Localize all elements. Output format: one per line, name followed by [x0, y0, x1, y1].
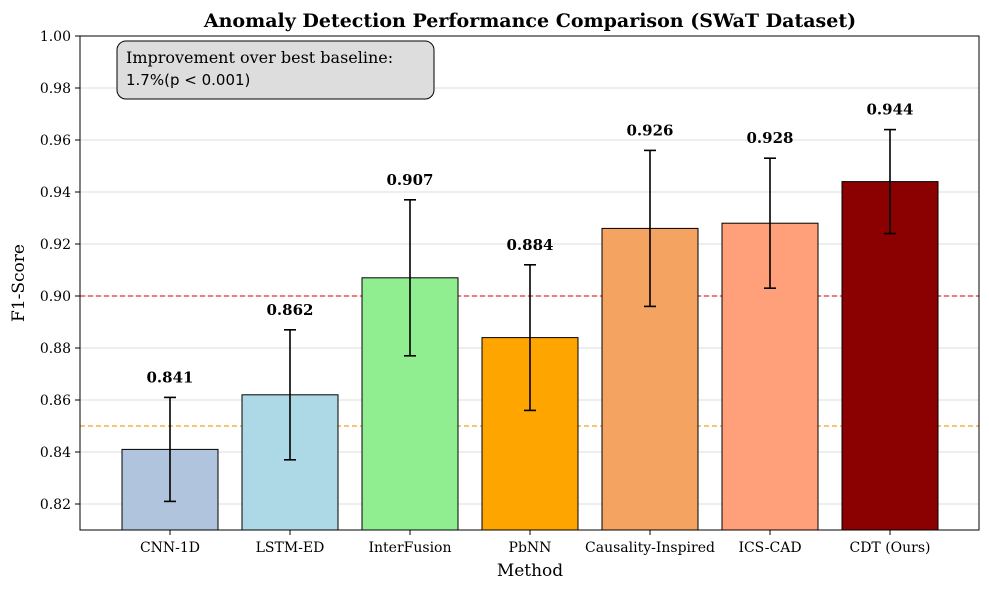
y-tick-label: 0.82: [40, 497, 71, 513]
x-tick-label: PbNN: [509, 540, 552, 556]
x-tick-label: Causality-Inspired: [585, 540, 715, 556]
annotation-box: Improvement over best baseline: 1.7%(p <…: [116, 40, 435, 100]
bars: [121, 181, 939, 531]
value-labels: 0.841 0.862 0.907 0.884 0.926 0.928 0.944: [147, 101, 914, 387]
y-tick-label: 1.00: [40, 29, 71, 45]
y-tick-label: 0.86: [40, 393, 71, 409]
value-label: 0.862: [267, 301, 314, 319]
value-label: 0.907: [387, 171, 434, 189]
chart-title: Anomaly Detection Performance Comparison…: [203, 10, 856, 32]
annotation-line-2: 1.7%(p < 0.001): [126, 71, 250, 89]
x-tick-label: CNN-1D: [140, 540, 200, 556]
x-tick-label: CDT (Ours): [849, 540, 930, 556]
value-label: 0.884: [507, 236, 554, 254]
bar: [841, 181, 939, 531]
y-axis-label: F1-Score: [9, 244, 29, 322]
error-bars: [164, 128, 896, 503]
y-tick-label: 0.84: [40, 445, 71, 461]
y-tick-label: 0.98: [40, 81, 71, 97]
value-label: 0.926: [627, 121, 674, 139]
value-label: 0.944: [867, 101, 914, 119]
x-axis-ticks: CNN-1D LSTM-ED InterFusion PbNN Causality-In…: [140, 530, 931, 556]
y-tick-label: 0.90: [40, 289, 71, 305]
x-tick-label: InterFusion: [369, 540, 452, 556]
annotation-line-1: Improvement over best baseline:: [126, 48, 393, 67]
value-label: 0.928: [747, 129, 794, 147]
y-tick-label: 0.88: [40, 341, 71, 357]
value-label: 0.841: [147, 368, 194, 386]
y-tick-label: 0.96: [40, 133, 71, 149]
annotation-box-background: [116, 40, 435, 100]
x-axis-label: Method: [497, 561, 563, 581]
y-axis-ticks: 0.82 0.84 0.86 0.88 0.90 0.92 0.94 0.96 0.98 1.00: [40, 29, 80, 513]
y-tick-label: 0.94: [40, 185, 71, 201]
x-tick-label: ICS-CAD: [738, 540, 801, 556]
y-tick-label: 0.92: [40, 237, 71, 253]
x-tick-label: LSTM-ED: [256, 540, 325, 556]
